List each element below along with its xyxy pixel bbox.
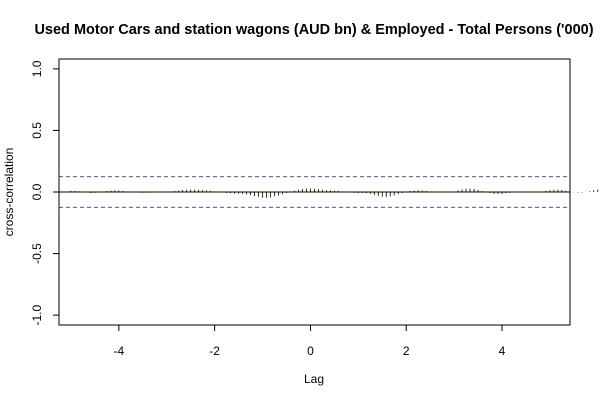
y-tick-label: 0.0 xyxy=(30,183,44,200)
x-axis-label: Lag xyxy=(304,372,324,386)
x-tick-label: 0 xyxy=(307,344,314,358)
y-tick-label: -1.0 xyxy=(30,304,44,325)
y-axis-label: cross-correlation xyxy=(2,148,16,237)
x-tick-label: -4 xyxy=(114,344,125,358)
x-tick-label: 2 xyxy=(403,344,410,358)
y-axis: -1.0 -0.5 0.0 0.5 1.0 xyxy=(30,60,60,325)
ccf-bars xyxy=(70,188,599,198)
x-axis: -4 -2 0 2 4 xyxy=(114,324,506,358)
x-tick-label: -2 xyxy=(209,344,220,358)
y-tick-label: 0.5 xyxy=(30,122,44,139)
y-tick-label: -0.5 xyxy=(30,243,44,264)
chart-title: Used Motor Cars and station wagons (AUD … xyxy=(34,22,593,38)
y-tick-label: 1.0 xyxy=(30,60,44,77)
x-tick-label: 4 xyxy=(499,344,506,358)
